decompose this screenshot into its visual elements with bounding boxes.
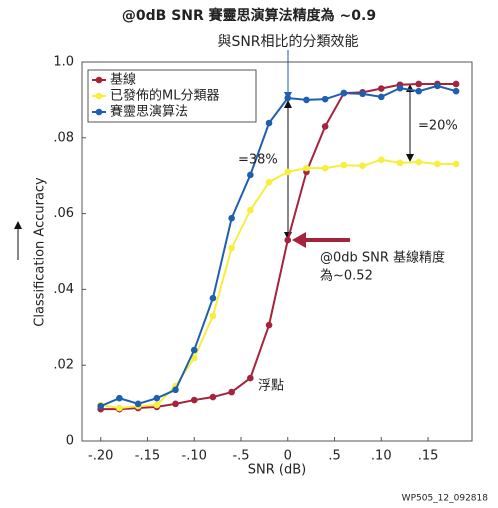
x-tick-label: -.5 <box>232 449 249 464</box>
x-tick-label: -.20 <box>88 449 113 464</box>
legend-box <box>87 69 257 123</box>
red-arrow-head <box>292 232 306 248</box>
legend-swatch <box>95 76 103 84</box>
point <box>452 87 460 95</box>
annotation: =38% <box>238 153 278 168</box>
point <box>190 396 198 404</box>
footnote: WP505_12_092818 <box>402 494 489 504</box>
point <box>172 400 179 408</box>
legend-label: 已發佈的ML分類器 <box>110 88 219 104</box>
x-tick-label: 0 <box>284 449 292 464</box>
point <box>452 160 460 168</box>
point <box>434 82 441 90</box>
point <box>452 80 460 88</box>
legend-label: 賽靈思演算法 <box>110 104 188 120</box>
point <box>116 394 123 402</box>
point <box>153 394 161 402</box>
x-tick-label: -.10 <box>182 449 207 464</box>
x-tick-label: -.15 <box>135 449 160 464</box>
x-tick-label: .10 <box>371 449 392 464</box>
point <box>228 388 235 396</box>
point <box>396 159 404 167</box>
point <box>340 89 348 97</box>
y-tick-label: .04 <box>53 282 74 297</box>
point <box>116 404 123 412</box>
point <box>97 402 105 410</box>
legend-swatch <box>95 108 103 116</box>
point <box>209 393 217 401</box>
point <box>359 162 366 170</box>
chart-subtitle: 與SNR相比的分類效能 <box>217 34 358 50</box>
y-tick-label: 0 <box>66 434 74 449</box>
point <box>265 119 273 127</box>
point <box>209 294 217 302</box>
point <box>228 214 235 222</box>
series-line <box>100 84 457 408</box>
y-axis-label: Classification Accuracy <box>33 177 48 327</box>
point <box>303 96 310 104</box>
chart-title: @0dB SNR 賽靈思演算法精度為 ~0.9 <box>122 7 376 24</box>
annotation: =20% <box>418 119 458 134</box>
point <box>321 164 329 172</box>
point <box>377 156 385 164</box>
point <box>415 158 422 166</box>
point <box>153 401 161 409</box>
point <box>247 206 254 214</box>
point <box>265 321 273 329</box>
point <box>190 354 198 362</box>
point <box>415 80 422 88</box>
annotation: 為~0.52 <box>320 268 373 284</box>
annotation: @0db SNR 基線精度 <box>320 250 445 266</box>
y-tick-label: .06 <box>53 206 74 221</box>
point <box>396 84 404 92</box>
point <box>247 374 254 382</box>
point <box>284 94 292 102</box>
point <box>321 123 329 130</box>
point <box>284 168 292 176</box>
point <box>190 346 198 354</box>
annotation: 浮點 <box>258 379 284 394</box>
y-tick-label: .08 <box>53 130 74 145</box>
point <box>284 236 292 244</box>
point <box>228 244 235 252</box>
point <box>303 164 310 172</box>
x-tick-label: .5 <box>328 449 340 464</box>
point <box>377 93 385 101</box>
point <box>134 400 142 408</box>
plot-frame <box>81 61 473 442</box>
point <box>415 87 422 95</box>
point <box>340 161 348 169</box>
legend-swatch <box>95 92 103 100</box>
point <box>377 85 385 92</box>
x-axis-label: SNR (dB) <box>248 463 306 478</box>
y-tick-label: .02 <box>53 358 74 373</box>
x-tick-label: .15 <box>418 449 439 464</box>
point <box>247 171 254 179</box>
y-tick-label: 1.0 <box>53 55 74 70</box>
legend-label: 基線 <box>110 72 136 88</box>
point <box>209 312 217 320</box>
point <box>434 160 441 168</box>
point <box>359 90 366 98</box>
point <box>265 178 273 186</box>
point <box>321 95 329 103</box>
point <box>172 386 179 394</box>
series-line <box>100 82 457 411</box>
